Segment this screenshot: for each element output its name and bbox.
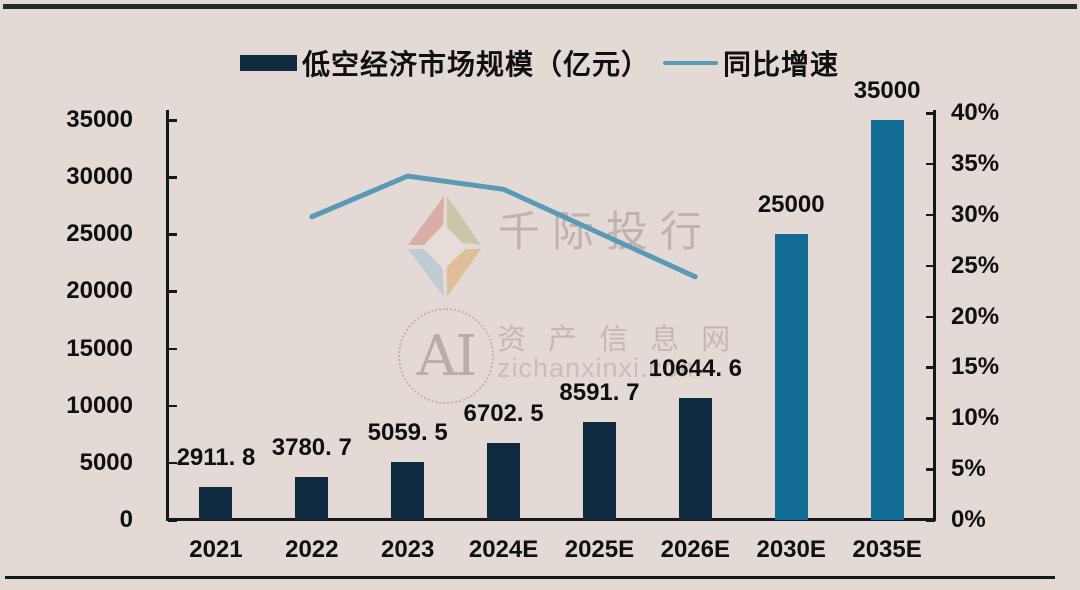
left-axis-tick-label: 30000	[66, 163, 133, 191]
left-axis-tick-label: 0	[119, 506, 133, 533]
right-axis-tick-label: 10%	[951, 404, 1000, 432]
x-axis-label: 2026E	[660, 536, 731, 563]
x-axis-label: 2021	[189, 536, 243, 563]
bar-2030E	[774, 234, 808, 520]
right-axis-tick	[926, 366, 935, 369]
bar-2023	[391, 462, 425, 520]
x-axis-label: 2022	[285, 536, 339, 563]
right-axis-tick-label: 25%	[951, 251, 1000, 279]
legend-item-growth: 同比增速	[663, 46, 839, 80]
left-axis-tick	[168, 519, 177, 522]
left-axis-tick	[168, 404, 177, 408]
growth-line	[309, 173, 698, 280]
right-axis-tick	[926, 417, 935, 420]
legend-item-market-size: 低空经济市场规模（亿元）	[240, 46, 650, 80]
legend-bar-swatch	[240, 55, 297, 71]
legend-label-growth: 同比增速	[723, 49, 840, 80]
left-axis-tick	[168, 119, 177, 122]
left-axis-tick	[168, 176, 177, 179]
left-axis-tick	[168, 233, 177, 236]
x-axis-label: 2030E	[756, 536, 826, 563]
left-axis-tick-label: 20000	[66, 277, 133, 305]
bar-value-label: 35000	[853, 77, 921, 104]
left-axis-tick-label: 25000	[66, 220, 133, 248]
bar-value-label: 6702. 5	[463, 400, 544, 428]
right-axis-tick	[926, 264, 935, 268]
bar-2022	[295, 476, 329, 520]
bar-value-label: 25000	[757, 191, 825, 219]
x-axis-baseline	[166, 518, 936, 521]
left-axis-tick-label: 5000	[79, 448, 133, 476]
bar-value-label: 5059. 5	[367, 419, 448, 447]
right-axis-tick	[926, 213, 935, 217]
left-axis-tick	[168, 461, 177, 465]
right-axis-tick	[926, 519, 935, 522]
left-axis-tick-label: 10000	[66, 391, 133, 419]
bar-2025E	[582, 421, 616, 520]
left-axis-tick	[168, 347, 177, 351]
bottom-border-rule	[5, 576, 1055, 579]
right-axis-tick	[926, 468, 935, 471]
left-axis-tick-label: 15000	[66, 334, 133, 362]
bar-value-label: 3780. 7	[271, 433, 352, 461]
bar-2026E	[678, 398, 712, 520]
right-axis-tick-label: 20%	[951, 302, 1000, 330]
top-border-rule	[3, 4, 1077, 9]
bar-value-label: 10644. 6	[648, 355, 743, 383]
right-axis-tick-label: 0%	[951, 506, 986, 533]
legend-line-swatch	[663, 61, 718, 65]
right-axis-line	[933, 110, 936, 520]
bar-2035E	[870, 120, 904, 520]
bar-value-label: 8591. 7	[559, 378, 640, 406]
right-axis-tick-label: 5%	[951, 455, 986, 483]
right-axis-tick-label: 30%	[951, 200, 1000, 228]
x-axis-label: 2024E	[468, 536, 539, 563]
left-axis-line	[166, 110, 169, 520]
bar-value-label: 2911. 8	[176, 443, 256, 471]
right-axis-tick	[926, 112, 935, 115]
bar-2024E	[487, 443, 521, 520]
right-axis-tick-label: 35%	[951, 149, 1000, 177]
right-axis-tick-label: 15%	[951, 353, 1000, 381]
legend-label-market-size: 低空经济市场规模（亿元）	[302, 49, 651, 80]
x-axis-label: 2023	[380, 536, 435, 563]
x-axis-label: 2025E	[564, 536, 635, 563]
right-axis-tick	[926, 315, 935, 318]
left-axis-tick-label: 35000	[66, 106, 133, 133]
x-axis-label: 2035E	[852, 536, 922, 563]
bar-2021	[199, 486, 233, 520]
right-axis-tick	[926, 162, 935, 166]
left-axis-tick	[168, 290, 177, 293]
right-axis-tick-label: 40%	[951, 99, 1000, 126]
